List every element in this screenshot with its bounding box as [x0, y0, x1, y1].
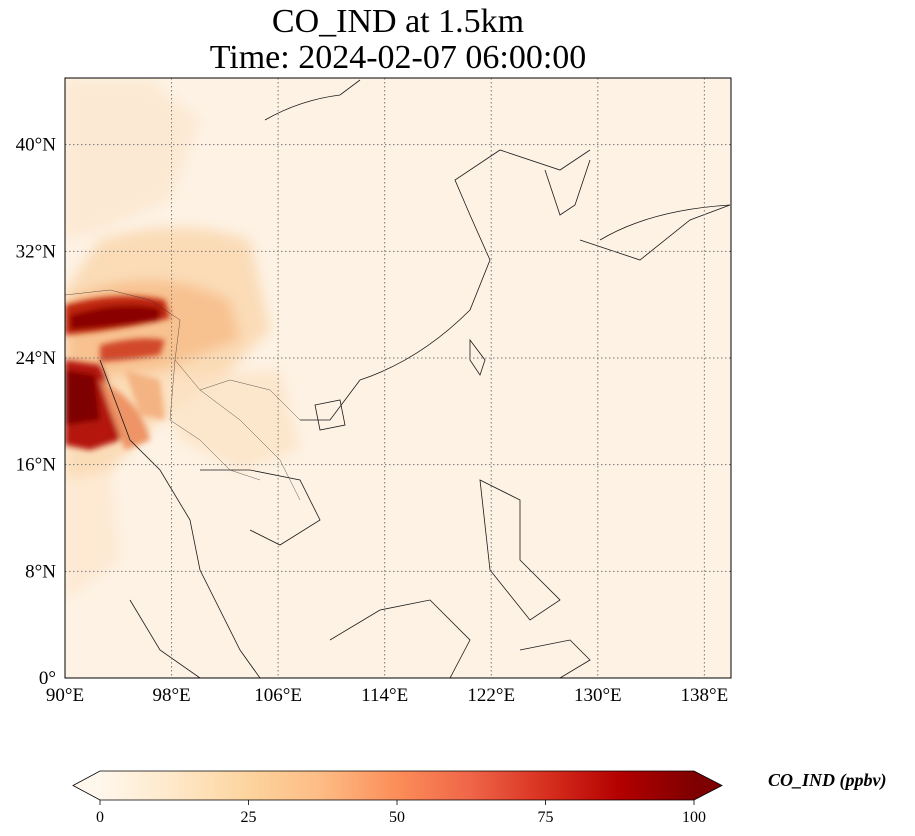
colorbar-tick-label: 75	[538, 809, 554, 826]
lat-tick-label: 8°N	[25, 561, 56, 582]
lon-tick-labels: 90°E 98°E 106°E 114°E 122°E 130°E 138°E	[46, 685, 728, 706]
colorbar-tick-label: 25	[241, 809, 257, 826]
lat-tick-label: 40°N	[16, 135, 57, 156]
lon-tick-label: 114°E	[361, 685, 408, 706]
colorbar-extend-max	[694, 771, 722, 800]
map-title: CO_IND at 1.5km	[271, 3, 525, 40]
colorbar-tick-label: 100	[682, 809, 706, 826]
plot-frame	[64, 77, 732, 679]
colorbar-label: CO_IND (ppbv)	[768, 770, 887, 790]
lat-tick-labels: 0° 8°N 16°N 24°N 32°N 40°N	[16, 135, 57, 689]
lon-tick-label: 138°E	[681, 685, 729, 706]
colorbar-tick-label: 0	[96, 809, 104, 826]
lat-tick-label: 16°N	[16, 455, 57, 476]
colorbar: 0 25 50 75 100	[72, 770, 723, 826]
colorbar-gradient	[100, 771, 694, 800]
map-subtitle: Time: 2024-02-07 06:00:00	[209, 39, 587, 76]
colorbar-extend-min	[73, 771, 100, 800]
lon-tick-label: 90°E	[46, 685, 84, 706]
lon-tick-label: 122°E	[467, 685, 515, 706]
concentration-field	[65, 78, 731, 678]
colorbar-tick-label: 50	[389, 809, 405, 826]
gridlines	[64, 78, 731, 678]
lon-tick-label: 106°E	[254, 685, 302, 706]
lat-tick-label: 32°N	[16, 241, 57, 262]
lat-tick-label: 24°N	[16, 348, 57, 369]
lon-tick-label: 130°E	[574, 685, 622, 706]
colorbar-ticks: 0 25 50 75 100	[96, 800, 706, 826]
lat-tick-label: 0°	[39, 668, 56, 689]
lon-tick-label: 98°E	[152, 685, 190, 706]
